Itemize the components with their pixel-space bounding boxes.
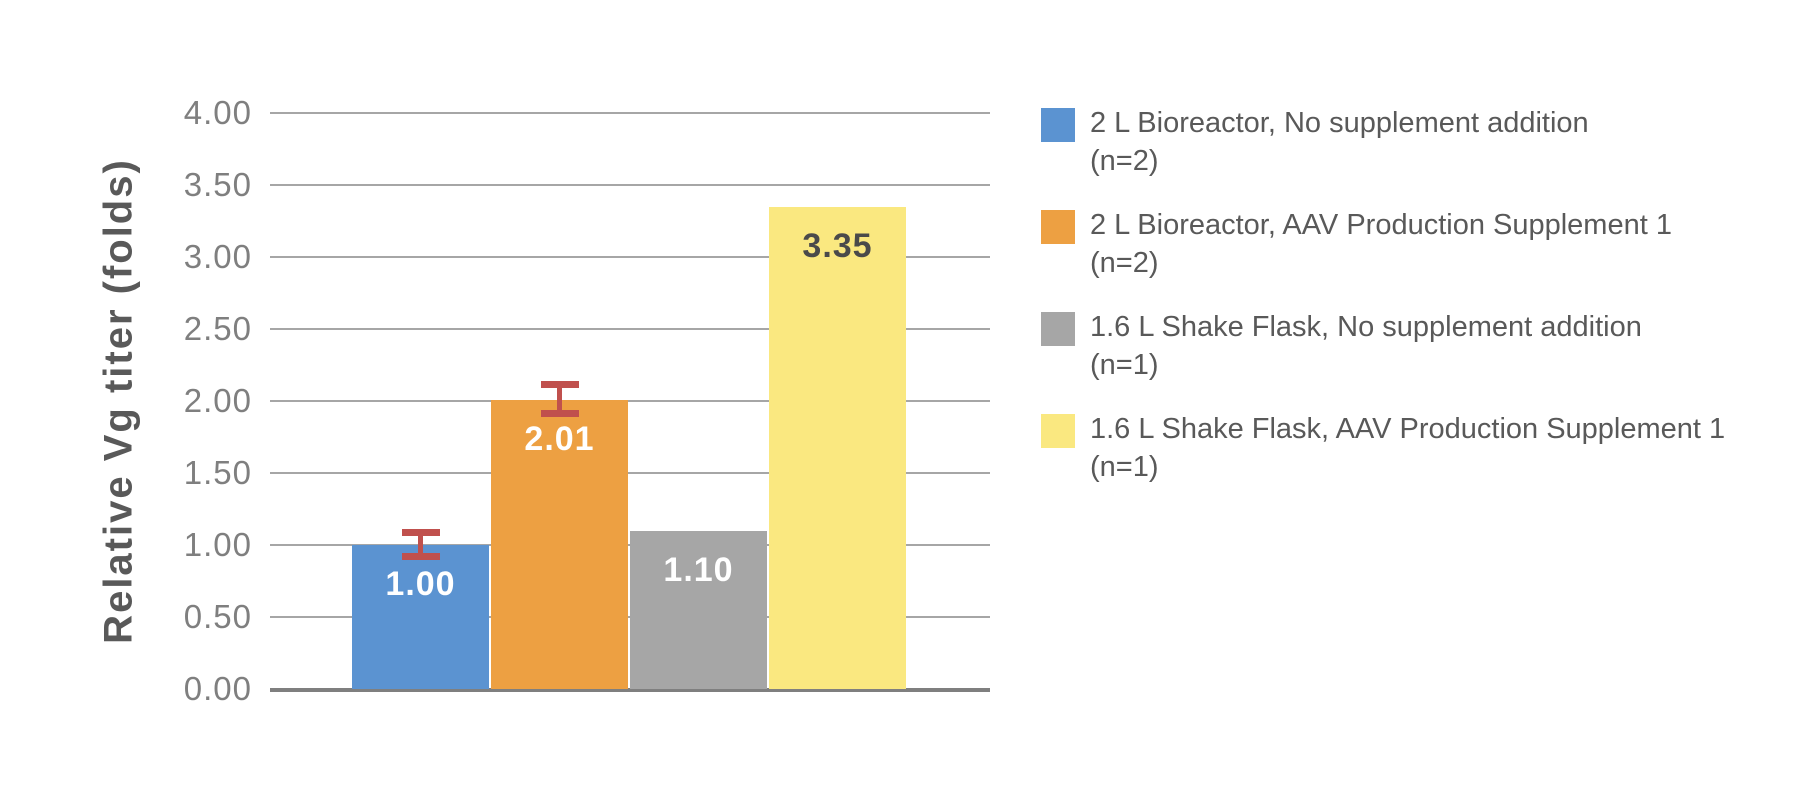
- legend-swatch: [1041, 414, 1075, 448]
- bar-value-label: 3.35: [802, 226, 873, 265]
- gridline: [270, 256, 990, 258]
- bar-value-label: 1.10: [663, 550, 734, 589]
- y-tick-label: 2.50: [183, 310, 252, 347]
- legend-item: 1.6 L Shake Flask, AAV Production Supple…: [1041, 410, 1725, 486]
- legend-n-label: (n=1): [1090, 451, 1159, 483]
- y-tick-label: 0.50: [183, 598, 252, 635]
- gridline: [270, 400, 990, 402]
- legend-text: 1.6 L Shake Flask, No supplement additio…: [1090, 308, 1642, 384]
- legend-label: 1.6 L Shake Flask, AAV Production Supple…: [1090, 413, 1726, 445]
- bar: 1.10: [630, 530, 767, 689]
- legend-label: 2 L Bioreactor, AAV Production Supplemen…: [1090, 209, 1672, 241]
- bar: 1.00: [352, 545, 489, 689]
- error-bar-cap-top: [540, 381, 579, 389]
- gridline: [270, 328, 990, 330]
- y-tick-label: 4.00: [183, 94, 252, 131]
- legend-item: 2 L Bioreactor, No supplement addition (n…: [1041, 104, 1725, 180]
- gridline: [270, 472, 990, 474]
- legend-text: 2 L Bioreactor, No supplement addition (n…: [1090, 104, 1589, 180]
- legend-swatch: [1041, 312, 1075, 346]
- error-bar-stem: [418, 533, 423, 557]
- y-tick-label: 3.50: [183, 166, 252, 203]
- legend: 2 L Bioreactor, No supplement addition (n…: [1041, 104, 1725, 486]
- legend-text: 2 L Bioreactor, AAV Production Supplemen…: [1090, 206, 1672, 282]
- error-bar-cap-top: [401, 529, 440, 537]
- legend-item: 2 L Bioreactor, AAV Production Supplemen…: [1041, 206, 1725, 282]
- bar: 2.01: [491, 399, 628, 689]
- plot-area: 1.00 2.01 1.10 3.35: [270, 112, 990, 692]
- gridline: [270, 184, 990, 186]
- bar: 3.35: [769, 206, 906, 689]
- gridline: [270, 112, 990, 114]
- error-bar-stem: [557, 385, 562, 414]
- y-axis-title: Relative Vg titer (folds): [96, 158, 141, 644]
- legend-n-label: (n=1): [1090, 349, 1159, 381]
- bar-value-label: 1.00: [385, 565, 456, 603]
- y-axis-ticks: 0.00 0.50 1.00 1.50 2.00 2.50 3.00 3.50 4.00: [140, 94, 252, 707]
- y-tick-label: 1.50: [183, 454, 252, 491]
- y-tick-label: 2.00: [183, 382, 252, 419]
- legend-item: 1.6 L Shake Flask, No supplement additio…: [1041, 308, 1725, 384]
- legend-swatch: [1041, 210, 1075, 244]
- x-axis-line: [270, 688, 990, 692]
- legend-text: 1.6 L Shake Flask, AAV Production Supple…: [1090, 410, 1725, 486]
- y-tick-label: 3.00: [183, 238, 252, 275]
- legend-swatch: [1041, 108, 1075, 142]
- legend-n-label: (n=2): [1090, 247, 1159, 279]
- legend-n-label: (n=2): [1090, 145, 1159, 177]
- bar-value-label: 2.01: [524, 419, 595, 458]
- error-bar-cap-bottom: [401, 552, 440, 560]
- y-tick-label: 0.00: [183, 670, 252, 707]
- y-tick-label: 1.00: [183, 526, 252, 563]
- legend-label: 1.6 L Shake Flask, No supplement additio…: [1090, 311, 1642, 343]
- error-bar-cap-bottom: [540, 409, 579, 417]
- legend-label: 2 L Bioreactor, No supplement addition: [1090, 107, 1589, 139]
